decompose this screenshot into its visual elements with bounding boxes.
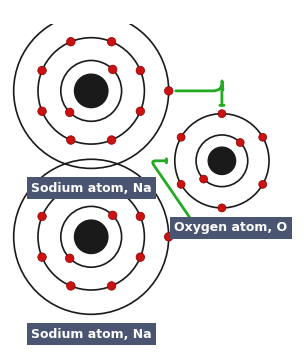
Circle shape	[218, 110, 226, 118]
Circle shape	[136, 107, 145, 115]
Circle shape	[67, 282, 75, 290]
Circle shape	[107, 37, 116, 46]
Circle shape	[164, 233, 173, 241]
Circle shape	[107, 136, 116, 144]
Circle shape	[107, 282, 116, 290]
Text: Sodium atom, Na: Sodium atom, Na	[31, 182, 151, 195]
Circle shape	[74, 220, 108, 253]
Circle shape	[67, 136, 75, 144]
Circle shape	[136, 212, 145, 221]
Circle shape	[136, 66, 145, 75]
Circle shape	[109, 211, 117, 220]
Circle shape	[164, 87, 173, 95]
Circle shape	[65, 108, 74, 117]
Circle shape	[259, 181, 267, 188]
Circle shape	[38, 253, 46, 262]
Circle shape	[107, 183, 116, 192]
Text: Oxygen atom, O: Oxygen atom, O	[174, 221, 288, 234]
Circle shape	[74, 74, 108, 108]
Circle shape	[65, 254, 74, 263]
Circle shape	[136, 253, 145, 262]
Circle shape	[38, 107, 46, 115]
Circle shape	[200, 175, 208, 183]
Circle shape	[177, 181, 185, 188]
Circle shape	[218, 204, 226, 212]
Circle shape	[236, 139, 244, 146]
Circle shape	[109, 65, 117, 74]
Circle shape	[67, 183, 75, 192]
Circle shape	[208, 147, 236, 175]
Text: Sodium atom, Na: Sodium atom, Na	[31, 328, 151, 341]
Circle shape	[259, 133, 267, 141]
Circle shape	[177, 133, 185, 141]
Circle shape	[67, 37, 75, 46]
Circle shape	[38, 66, 46, 75]
Circle shape	[38, 212, 46, 221]
